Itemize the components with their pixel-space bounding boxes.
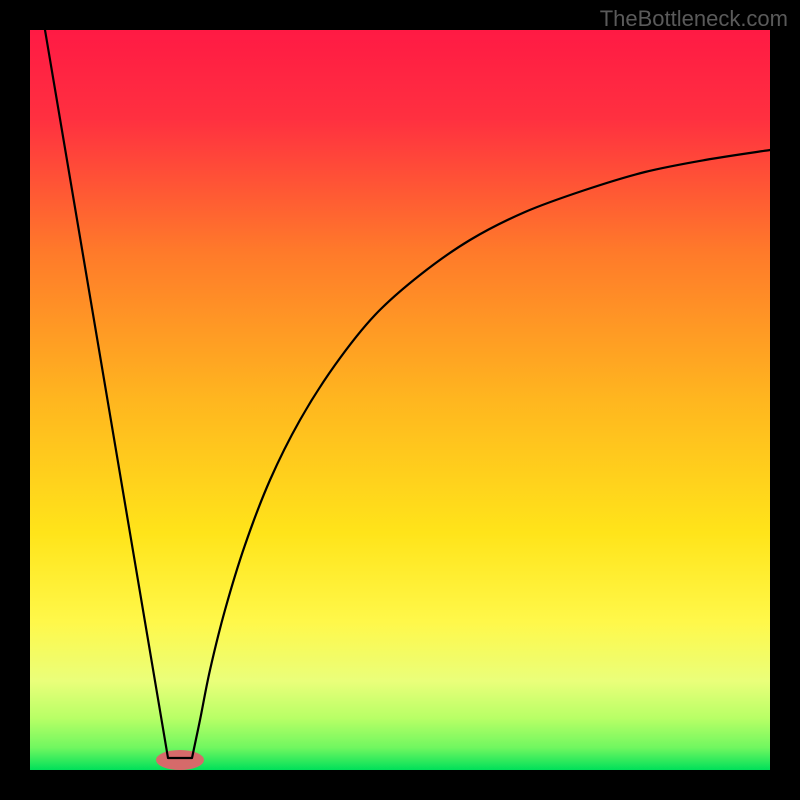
watermark-text: TheBottleneck.com xyxy=(600,6,788,32)
optimum-marker xyxy=(156,750,204,770)
chart-svg xyxy=(0,0,800,800)
chart-container: TheBottleneck.com xyxy=(0,0,800,800)
gradient-background xyxy=(30,30,770,770)
